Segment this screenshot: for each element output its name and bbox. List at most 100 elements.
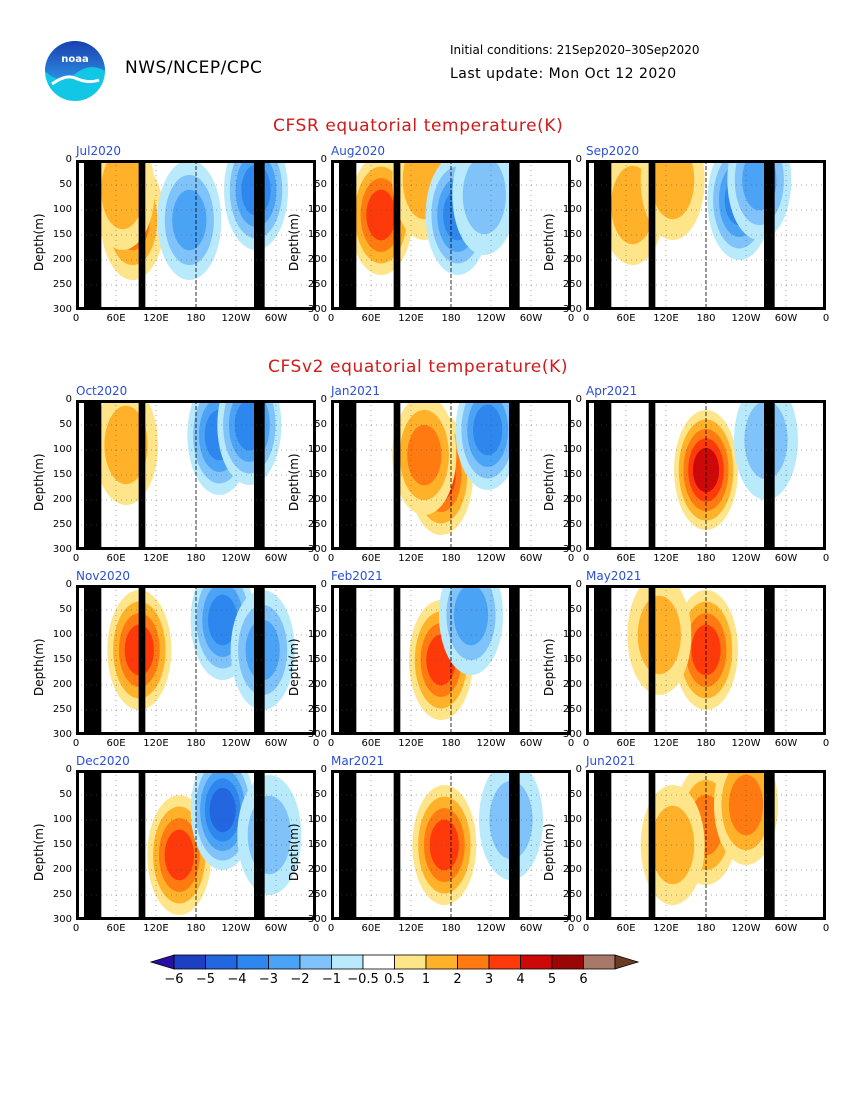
- panel-frame: [331, 160, 571, 310]
- y-tick-label: 200: [562, 494, 582, 505]
- y-tick-label: 100: [52, 629, 72, 640]
- anomaly-contour: [172, 189, 207, 251]
- x-tick-label: 120W: [731, 553, 761, 564]
- x-tick-label: 0: [327, 738, 335, 749]
- noaa-logo: noaa: [45, 41, 105, 101]
- y-tick-label: 300: [307, 729, 327, 740]
- y-tick-label: 150: [307, 469, 327, 480]
- x-tick-label: 0: [72, 923, 80, 934]
- y-tick-label: 200: [562, 254, 582, 265]
- x-tick-label: 180: [186, 923, 206, 934]
- colorbar-label: 3: [484, 972, 494, 987]
- x-tick-label: 0: [72, 553, 80, 564]
- colorbar-swatch: [205, 954, 238, 970]
- depth-axis-label: Depth(m): [287, 453, 301, 511]
- land-mask: [339, 770, 357, 920]
- x-tick-label: 60E: [616, 738, 636, 749]
- heatmap-panel: [76, 585, 316, 735]
- y-tick-label: 250: [562, 889, 582, 900]
- x-tick-label: 120E: [143, 738, 169, 749]
- anomaly-contour: [104, 405, 148, 485]
- x-tick-label: 180: [186, 738, 206, 749]
- x-tick-label: 120W: [476, 553, 506, 564]
- panel-title: Jun2021: [586, 754, 636, 768]
- y-tick-label: 0: [575, 764, 582, 775]
- land-mask: [509, 770, 520, 920]
- x-tick-label: 120W: [476, 923, 506, 934]
- x-tick-label: 180: [696, 923, 716, 934]
- anomaly-contour: [462, 160, 506, 235]
- depth-axis-label: Depth(m): [287, 638, 301, 696]
- y-tick-label: 300: [307, 304, 327, 315]
- org-name: NWS/NCEP/CPC: [125, 58, 263, 78]
- panel-frame: [586, 585, 826, 735]
- y-tick-label: 150: [307, 839, 327, 850]
- panel-title: Feb2021: [331, 569, 383, 583]
- y-tick-label: 200: [562, 864, 582, 875]
- depth-axis-label: Depth(m): [32, 638, 46, 696]
- land-mask: [509, 160, 520, 310]
- land-mask: [764, 770, 775, 920]
- y-tick-label: 50: [569, 419, 582, 430]
- x-tick-label: 0: [327, 553, 335, 564]
- land-mask: [84, 585, 102, 735]
- land-mask: [594, 160, 612, 310]
- y-tick-label: 150: [562, 839, 582, 850]
- colorbar-label: −4: [227, 972, 247, 987]
- x-tick-label: 0: [327, 313, 335, 324]
- y-tick-label: 200: [307, 679, 327, 690]
- depth-axis-label: Depth(m): [287, 823, 301, 881]
- y-tick-label: 200: [52, 679, 72, 690]
- y-tick-label: 300: [562, 729, 582, 740]
- y-tick-label: 300: [52, 729, 72, 740]
- x-tick-label: 180: [696, 313, 716, 324]
- anomaly-contour: [101, 160, 145, 230]
- anomaly-contour: [453, 585, 489, 646]
- x-tick-label: 0: [822, 923, 830, 934]
- anomaly-contour: [208, 594, 238, 646]
- y-tick-label: 250: [52, 889, 72, 900]
- colorbar-label: −5: [195, 972, 216, 987]
- y-tick-label: 150: [52, 654, 72, 665]
- x-tick-label: 0: [312, 923, 320, 934]
- land-mask: [84, 770, 102, 920]
- panel-frame: [331, 770, 571, 920]
- depth-axis-label: Depth(m): [32, 213, 46, 271]
- colorbar-label: 0.5: [384, 972, 405, 987]
- colorbar-min-arrow: [150, 954, 175, 970]
- heatmap-panel: [331, 400, 571, 550]
- y-tick-label: 300: [52, 544, 72, 555]
- x-tick-label: 0: [582, 738, 590, 749]
- x-tick-label: 120E: [398, 313, 424, 324]
- x-tick-label: 60E: [361, 923, 381, 934]
- colorbar-max-arrow: [614, 954, 640, 970]
- panel-frame: [331, 585, 571, 735]
- panel-title: Sep2020: [586, 144, 640, 158]
- y-tick-label: 300: [52, 914, 72, 925]
- x-tick-label: 120W: [221, 553, 251, 564]
- colorbar-swatch: [488, 954, 521, 970]
- colorbar-label: 2: [453, 972, 462, 987]
- colorbar-swatch: [268, 954, 301, 970]
- panel-frame: [76, 400, 316, 550]
- panel-title: May2021: [586, 569, 642, 583]
- x-tick-label: 180: [441, 923, 461, 934]
- y-tick-label: 100: [307, 204, 327, 215]
- y-tick-label: 200: [307, 254, 327, 265]
- colorbar-swatch: [520, 954, 553, 970]
- depth-axis-label: Depth(m): [542, 638, 556, 696]
- y-tick-label: 200: [307, 864, 327, 875]
- x-tick-label: 60W: [774, 553, 798, 564]
- colorbar-swatch: [299, 954, 332, 970]
- x-tick-label: 60E: [106, 738, 126, 749]
- colorbar-label: −3: [258, 972, 279, 987]
- y-tick-label: 100: [307, 814, 327, 825]
- heatmap-panel: [331, 160, 571, 310]
- x-tick-label: 60W: [774, 738, 798, 749]
- panel-frame: [76, 770, 316, 920]
- y-tick-label: 250: [52, 279, 72, 290]
- x-tick-label: 0: [72, 738, 80, 749]
- x-tick-label: 0: [582, 313, 590, 324]
- y-tick-label: 0: [320, 154, 327, 165]
- land-mask: [138, 160, 146, 310]
